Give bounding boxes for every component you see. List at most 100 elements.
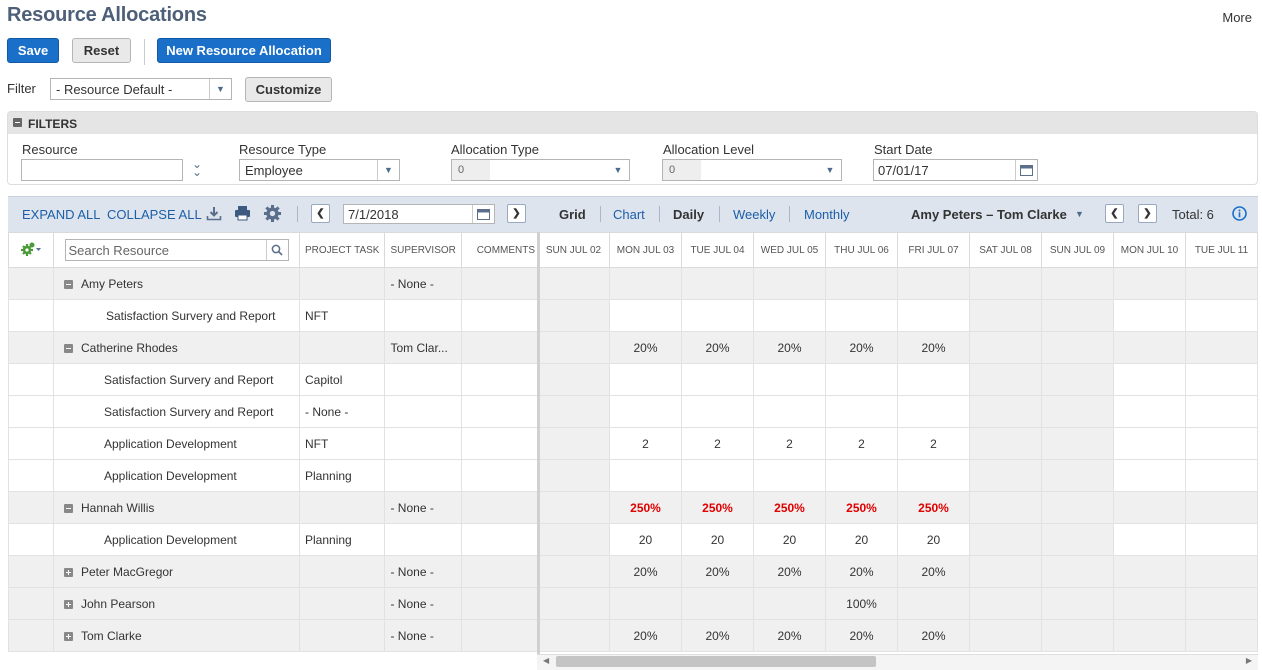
supervisor-cell[interactable] xyxy=(384,299,462,332)
allocation-cell[interactable] xyxy=(1041,395,1114,428)
allocation-cell[interactable] xyxy=(897,267,970,300)
allocation-cell[interactable] xyxy=(825,299,898,332)
allocation-cell[interactable] xyxy=(1041,619,1114,652)
allocation-cell[interactable] xyxy=(1041,299,1114,332)
allocation-cell[interactable] xyxy=(1113,555,1186,588)
supervisor-cell[interactable]: - None - xyxy=(384,555,462,588)
allocation-cell[interactable] xyxy=(537,267,610,300)
allocation-cell[interactable] xyxy=(1041,363,1114,396)
allocation-cell[interactable] xyxy=(897,459,970,492)
period-monthly-tab[interactable]: Monthly xyxy=(804,207,850,222)
new-resource-allocation-button[interactable]: New Resource Allocation xyxy=(157,38,331,63)
allocation-cell[interactable] xyxy=(537,555,610,588)
task-cell[interactable] xyxy=(298,587,386,620)
next-page-button[interactable]: ❯ xyxy=(1138,204,1157,223)
task-cell[interactable]: NFT xyxy=(298,427,386,460)
allocation-cell[interactable] xyxy=(537,395,610,428)
allocation-cell[interactable] xyxy=(1185,523,1258,556)
collapse-all-link[interactable]: COLLAPSE ALL xyxy=(107,207,202,222)
supervisor-cell[interactable] xyxy=(384,427,462,460)
allocation-cell[interactable] xyxy=(1041,523,1114,556)
row-select-cell[interactable] xyxy=(8,491,54,524)
gear-icon[interactable] xyxy=(263,204,282,226)
calendar-icon[interactable] xyxy=(472,205,494,223)
collapse-icon[interactable] xyxy=(13,118,22,127)
allocation-cell[interactable] xyxy=(609,395,682,428)
allocation-cell[interactable] xyxy=(609,459,682,492)
task-cell[interactable]: NFT xyxy=(298,299,386,332)
comments-cell[interactable] xyxy=(460,363,551,396)
start-date-input[interactable]: 07/01/17 xyxy=(873,159,1038,181)
collapse-icon[interactable] xyxy=(64,279,73,289)
allocation-cell[interactable]: 2 xyxy=(753,427,826,460)
allocation-cell[interactable] xyxy=(537,587,610,620)
allocation-cell[interactable]: 250% xyxy=(897,491,970,524)
allocation-cell[interactable]: 20% xyxy=(753,555,826,588)
allocation-cell[interactable]: 20% xyxy=(897,331,970,364)
supervisor-cell[interactable] xyxy=(384,363,462,396)
allocation-cell[interactable] xyxy=(1041,267,1114,300)
supervisor-cell[interactable]: Tom Clar... xyxy=(384,331,462,364)
comments-cell[interactable] xyxy=(460,299,551,332)
more-menu[interactable]: More xyxy=(1222,10,1252,25)
row-select-cell[interactable] xyxy=(8,523,54,556)
expand-all-link[interactable]: EXPAND ALL xyxy=(22,207,101,222)
allocation-cell[interactable] xyxy=(825,395,898,428)
view-chart-tab[interactable]: Chart xyxy=(613,207,645,222)
allocation-cell[interactable]: 100% xyxy=(825,587,898,620)
row-select-cell[interactable] xyxy=(8,299,54,332)
allocation-cell[interactable]: 20% xyxy=(825,619,898,652)
allocation-cell[interactable] xyxy=(825,459,898,492)
scroll-left-icon[interactable]: ◀ xyxy=(543,656,550,665)
task-cell[interactable] xyxy=(298,491,386,524)
allocation-cell[interactable]: 20% xyxy=(825,555,898,588)
allocation-cell[interactable]: 20% xyxy=(681,555,754,588)
row-select-cell[interactable] xyxy=(8,459,54,492)
save-button[interactable]: Save xyxy=(7,38,59,63)
allocation-cell[interactable] xyxy=(537,459,610,492)
allocation-cell[interactable] xyxy=(609,267,682,300)
allocation-cell[interactable]: 20% xyxy=(609,331,682,364)
allocation-cell[interactable]: 20% xyxy=(753,331,826,364)
allocation-cell[interactable]: 2 xyxy=(681,427,754,460)
task-row[interactable]: Satisfaction Survery and Report - None - xyxy=(8,395,551,428)
allocation-cell[interactable] xyxy=(1041,331,1114,364)
allocation-cell[interactable] xyxy=(753,587,826,620)
allocation-cell[interactable] xyxy=(753,395,826,428)
allocation-cell[interactable]: 20% xyxy=(681,619,754,652)
resource-row[interactable]: John Pearson - None - xyxy=(8,587,551,620)
allocation-cell[interactable] xyxy=(1185,427,1258,460)
task-cell[interactable] xyxy=(298,331,386,364)
allocation-cell[interactable] xyxy=(897,395,970,428)
comments-cell[interactable] xyxy=(460,331,551,364)
allocation-cell[interactable] xyxy=(1041,427,1114,460)
supervisor-cell[interactable]: - None - xyxy=(384,491,462,524)
gear-dropdown-icon[interactable] xyxy=(20,242,42,256)
allocation-cell[interactable] xyxy=(969,523,1042,556)
comments-cell[interactable] xyxy=(460,555,551,588)
supervisor-cell[interactable]: - None - xyxy=(384,587,462,620)
allocation-cell[interactable] xyxy=(825,267,898,300)
allocation-cell[interactable] xyxy=(753,299,826,332)
allocation-cell[interactable] xyxy=(537,299,610,332)
allocation-cell[interactable] xyxy=(969,331,1042,364)
allocation-cell[interactable] xyxy=(1113,427,1186,460)
expand-icon[interactable] xyxy=(64,631,73,641)
allocation-cell[interactable] xyxy=(1185,555,1258,588)
chevron-down-icon[interactable]: ▼ xyxy=(1075,209,1084,219)
allocation-cell[interactable] xyxy=(1113,299,1186,332)
allocation-cell[interactable] xyxy=(1185,619,1258,652)
task-row[interactable]: Application Development Planning xyxy=(8,459,551,492)
allocation-cell[interactable] xyxy=(537,427,610,460)
allocation-cell[interactable] xyxy=(609,363,682,396)
task-cell[interactable]: Planning xyxy=(298,523,386,556)
allocation-cell[interactable] xyxy=(609,587,682,620)
allocation-cell[interactable]: 20% xyxy=(825,331,898,364)
allocation-cell[interactable] xyxy=(1185,267,1258,300)
allocation-cell[interactable] xyxy=(1041,587,1114,620)
allocation-cell[interactable] xyxy=(537,363,610,396)
allocation-cell[interactable]: 250% xyxy=(681,491,754,524)
allocation-cell[interactable] xyxy=(1185,363,1258,396)
row-select-cell[interactable] xyxy=(8,587,54,620)
allocation-cell[interactable] xyxy=(1113,619,1186,652)
